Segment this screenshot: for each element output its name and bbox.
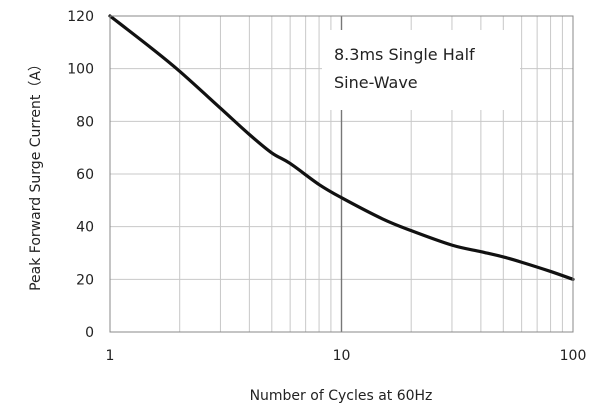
- x-axis-label: Number of Cycles at 60Hz: [250, 388, 433, 404]
- y-tick-label: 80: [76, 114, 94, 130]
- x-tick-label: 100: [560, 348, 587, 364]
- annotation-line-1: 8.3ms Single Half: [334, 45, 475, 64]
- y-tick-label: 40: [76, 220, 94, 236]
- y-tick-label: 60: [76, 167, 94, 183]
- series-layer: [108, 14, 575, 281]
- grid-lines: [110, 15, 573, 333]
- y-tick-label: 20: [76, 272, 94, 288]
- annotation-line-2: Sine-Wave: [334, 73, 418, 92]
- y-axis-label: Peak Forward Surge Current（A）: [28, 57, 44, 291]
- annotation-box: [322, 30, 520, 110]
- x-tick-label: 1: [106, 348, 115, 364]
- y-tick-label: 0: [85, 325, 94, 341]
- y-tick-label: 120: [67, 9, 94, 25]
- series-line-0: [108, 14, 575, 281]
- plot-frame: [109, 15, 574, 333]
- x-tick-label: 10: [333, 348, 351, 364]
- y-tick-label: 100: [67, 62, 94, 78]
